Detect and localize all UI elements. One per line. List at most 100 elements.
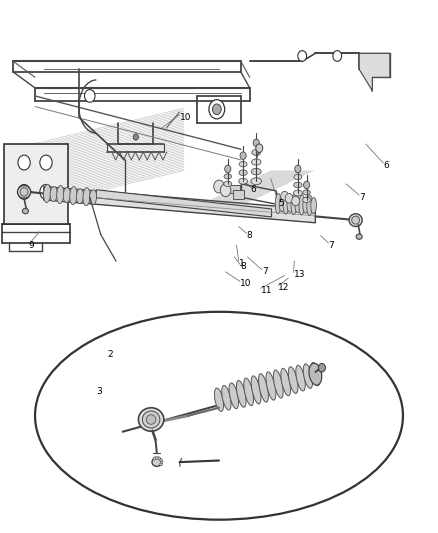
Ellipse shape (155, 456, 158, 459)
Text: 11: 11 (261, 286, 272, 295)
Text: 3: 3 (96, 387, 102, 396)
Text: 6: 6 (383, 161, 389, 169)
Circle shape (220, 184, 231, 197)
Circle shape (292, 196, 300, 206)
Ellipse shape (311, 362, 320, 386)
Ellipse shape (89, 190, 97, 205)
Ellipse shape (63, 188, 71, 203)
Ellipse shape (288, 367, 298, 393)
Ellipse shape (224, 174, 232, 179)
Ellipse shape (215, 388, 223, 411)
Ellipse shape (303, 197, 311, 203)
Text: 1: 1 (239, 260, 244, 268)
Circle shape (256, 144, 263, 152)
Ellipse shape (294, 174, 302, 180)
Circle shape (298, 51, 307, 61)
Circle shape (212, 104, 221, 115)
Text: 8: 8 (240, 262, 246, 271)
Text: 7: 7 (262, 268, 268, 276)
Ellipse shape (296, 365, 305, 391)
Ellipse shape (252, 149, 261, 156)
Ellipse shape (160, 461, 163, 464)
Circle shape (85, 90, 95, 102)
Ellipse shape (142, 411, 160, 428)
Polygon shape (4, 144, 68, 224)
Polygon shape (44, 187, 315, 223)
Circle shape (281, 191, 289, 201)
Circle shape (333, 51, 342, 61)
Ellipse shape (237, 381, 246, 407)
Circle shape (40, 155, 52, 170)
Ellipse shape (251, 178, 261, 184)
Ellipse shape (303, 197, 309, 213)
Circle shape (214, 180, 224, 193)
Ellipse shape (239, 161, 247, 167)
Ellipse shape (239, 178, 247, 184)
Ellipse shape (251, 159, 261, 165)
Ellipse shape (311, 198, 317, 214)
Bar (233, 190, 244, 199)
Text: 2: 2 (107, 350, 113, 359)
Ellipse shape (303, 364, 313, 389)
Text: 5: 5 (278, 199, 284, 208)
Circle shape (304, 181, 310, 189)
Ellipse shape (50, 187, 57, 201)
Ellipse shape (239, 170, 247, 175)
Ellipse shape (160, 458, 162, 462)
Ellipse shape (279, 196, 285, 212)
Ellipse shape (35, 312, 403, 520)
Ellipse shape (295, 197, 301, 213)
Ellipse shape (273, 370, 283, 398)
Ellipse shape (229, 383, 239, 409)
Ellipse shape (293, 190, 302, 196)
Circle shape (240, 152, 246, 159)
Circle shape (209, 100, 225, 119)
Ellipse shape (152, 458, 162, 466)
Ellipse shape (244, 378, 254, 406)
Ellipse shape (222, 385, 231, 410)
Circle shape (18, 155, 30, 170)
Ellipse shape (258, 374, 268, 402)
Ellipse shape (18, 185, 31, 198)
Ellipse shape (281, 368, 290, 396)
Text: 10: 10 (180, 113, 191, 122)
Ellipse shape (43, 184, 51, 203)
Ellipse shape (356, 234, 362, 239)
Ellipse shape (138, 408, 164, 431)
Ellipse shape (251, 168, 261, 175)
Text: 12: 12 (278, 284, 290, 292)
Circle shape (295, 165, 301, 173)
Ellipse shape (349, 214, 362, 227)
Ellipse shape (22, 208, 28, 214)
Ellipse shape (83, 188, 90, 206)
Ellipse shape (293, 182, 302, 188)
Ellipse shape (291, 195, 297, 215)
Ellipse shape (70, 187, 77, 205)
Text: 4: 4 (215, 390, 220, 399)
Text: 8: 8 (247, 231, 252, 240)
Ellipse shape (309, 363, 322, 385)
Ellipse shape (158, 457, 160, 460)
Circle shape (225, 165, 231, 173)
Circle shape (285, 193, 293, 203)
Ellipse shape (303, 190, 311, 195)
Polygon shape (96, 190, 272, 217)
Ellipse shape (283, 194, 289, 214)
Ellipse shape (146, 415, 156, 424)
Ellipse shape (57, 185, 64, 204)
Ellipse shape (299, 195, 305, 215)
Circle shape (133, 134, 138, 140)
Ellipse shape (266, 372, 276, 400)
Ellipse shape (224, 181, 232, 187)
Text: 6: 6 (251, 185, 256, 193)
Circle shape (18, 184, 30, 199)
Text: 9: 9 (28, 241, 34, 249)
Text: 10: 10 (240, 279, 251, 288)
Ellipse shape (153, 457, 155, 460)
Text: 7: 7 (359, 193, 365, 201)
Circle shape (318, 364, 325, 372)
Ellipse shape (287, 196, 293, 212)
Circle shape (40, 184, 52, 199)
Ellipse shape (352, 216, 360, 224)
Circle shape (253, 139, 259, 147)
